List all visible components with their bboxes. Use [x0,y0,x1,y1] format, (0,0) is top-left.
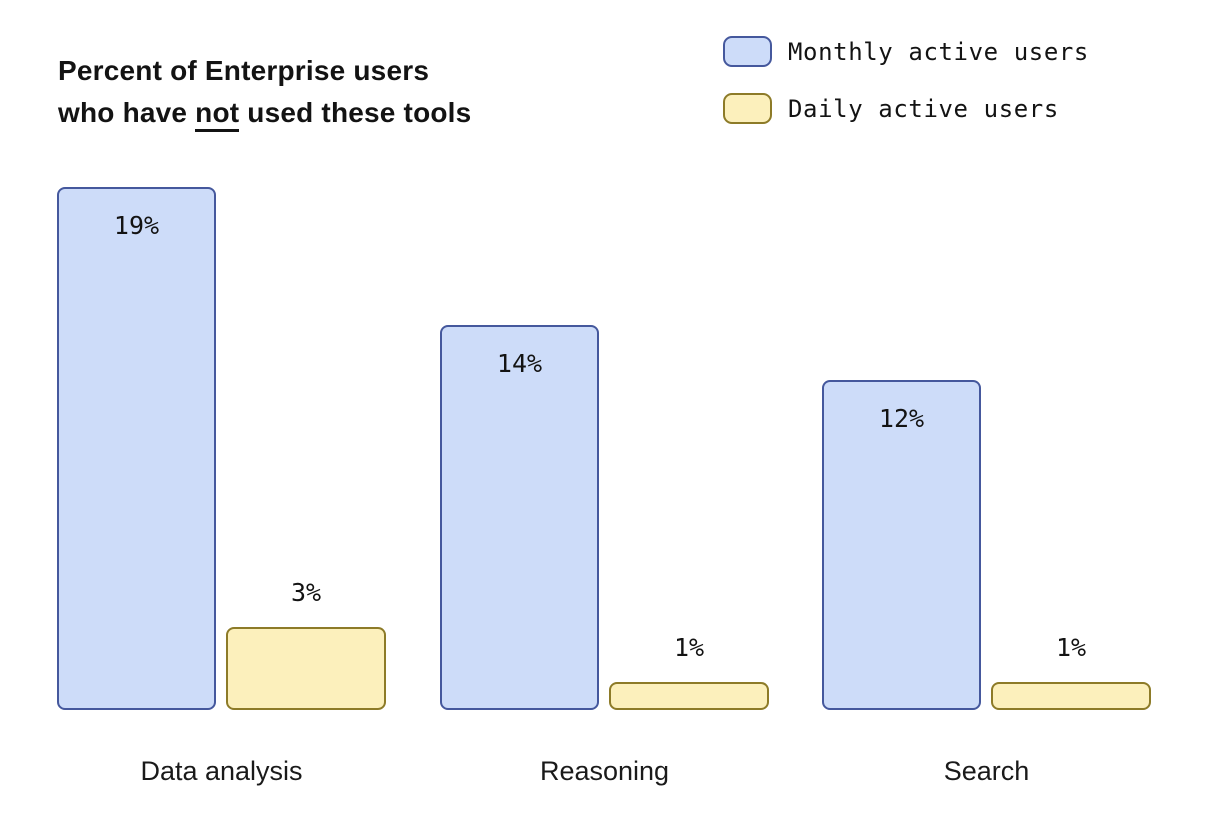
chart-title-line1: Percent of Enterprise users [58,54,430,86]
chart-title: Percent of Enterprise users who have not … [58,50,471,134]
monthly-bar-data-analysis: 19% [57,187,216,710]
daily-bar-data-analysis: 3% [226,578,386,710]
legend-item-monthly: Monthly active users [723,36,1089,67]
legend-item-daily: Daily active users [723,93,1089,124]
legend-label-daily: Daily active users [788,94,1059,123]
legend: Monthly active users Daily active users [723,36,1089,124]
category-label-search: Search [943,756,1030,786]
legend-label-monthly: Monthly active users [788,37,1089,66]
monthly-value-label-search: 12% [878,404,925,433]
daily-value-label-reasoning: 1% [673,633,705,662]
monthly-bar-search: 12% [822,380,981,710]
chart-title-line2-post: used these tools [239,96,472,128]
monthly-value-label-reasoning: 14% [496,349,543,378]
monthly-value-label-data-analysis: 19% [113,211,160,240]
daily-value-label-search: 1% [1055,633,1087,662]
chart-title-line2-pre: who have [58,96,196,128]
daily-bar-reasoning: 1% [609,633,769,710]
category-label-reasoning: Reasoning [539,756,670,786]
legend-swatch-monthly-icon [723,36,772,67]
daily-bar-search: 1% [991,633,1151,710]
legend-swatch-daily-icon [723,93,772,124]
daily-value-label-data-analysis: 3% [290,578,322,607]
chart-title-underlined-word: not [195,96,240,132]
category-label-data-analysis: Data analysis [140,756,303,786]
monthly-bar-reasoning: 14% [440,325,599,710]
